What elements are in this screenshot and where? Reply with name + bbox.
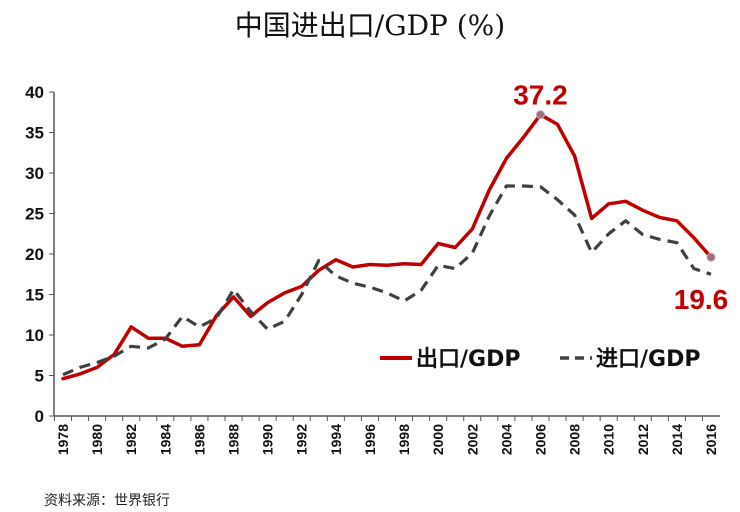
x-tick-label: 1980 [89, 424, 105, 455]
y-axis: 0 5 10 15 20 25 30 35 40 [25, 83, 55, 426]
x-tick-label: 2012 [635, 424, 651, 455]
x-tick-label: 1978 [55, 424, 71, 455]
y-tick-label: 40 [25, 83, 44, 102]
y-tick-label: 15 [25, 286, 44, 305]
x-tick-label: 2008 [567, 424, 583, 455]
series-layer [61, 112, 713, 381]
x-tick-label: 1996 [362, 424, 378, 455]
y-tick-label: 20 [25, 245, 44, 264]
annotation-marker [706, 252, 716, 262]
x-tick-label: 1982 [123, 424, 139, 455]
annotation-marker [535, 110, 545, 120]
x-tick-label: 2010 [601, 424, 617, 455]
legend-label-export: 出口/GDP [416, 347, 520, 372]
y-tick-label: 35 [25, 124, 44, 143]
x-tick-label: 2002 [464, 424, 480, 455]
legend-label-import: 进口/GDP [596, 347, 700, 372]
y-tick-label: 0 [35, 407, 44, 426]
source-note: 资料来源：世界银行 [44, 493, 170, 509]
x-tick-label: 2016 [703, 424, 719, 455]
annotation-label: 37.2 [513, 80, 568, 111]
annotation-label: 19.6 [674, 284, 729, 315]
legend: 出口/GDP 进口/GDP [380, 347, 700, 372]
x-tick-label: 1984 [157, 424, 173, 455]
x-axis: 1978 1980 1982 1984 1986 1988 1990 1992 1994 1996… [53, 415, 720, 455]
series-line-export [61, 112, 713, 381]
x-tick-label: 1986 [191, 424, 207, 455]
x-tick-label: 2014 [669, 424, 685, 455]
x-tick-label: 1992 [294, 424, 310, 455]
x-tick-label: 2004 [498, 424, 514, 455]
x-tick-label: 1990 [260, 424, 276, 455]
x-tick-label: 2006 [532, 424, 548, 455]
y-tick-label: 25 [25, 205, 44, 224]
annotation-layer: 37.2 19.6 [513, 80, 728, 316]
y-tick-label: 5 [35, 367, 44, 386]
x-tick-label: 1988 [226, 424, 242, 455]
x-tick-label: 1998 [396, 424, 412, 455]
x-tick-label: 2000 [430, 424, 446, 455]
y-tick-label: 10 [25, 326, 44, 345]
chart-title: 中国进出口/GDP (%) [234, 9, 506, 42]
y-tick-label: 30 [25, 164, 44, 183]
x-tick-label: 1994 [328, 424, 344, 455]
